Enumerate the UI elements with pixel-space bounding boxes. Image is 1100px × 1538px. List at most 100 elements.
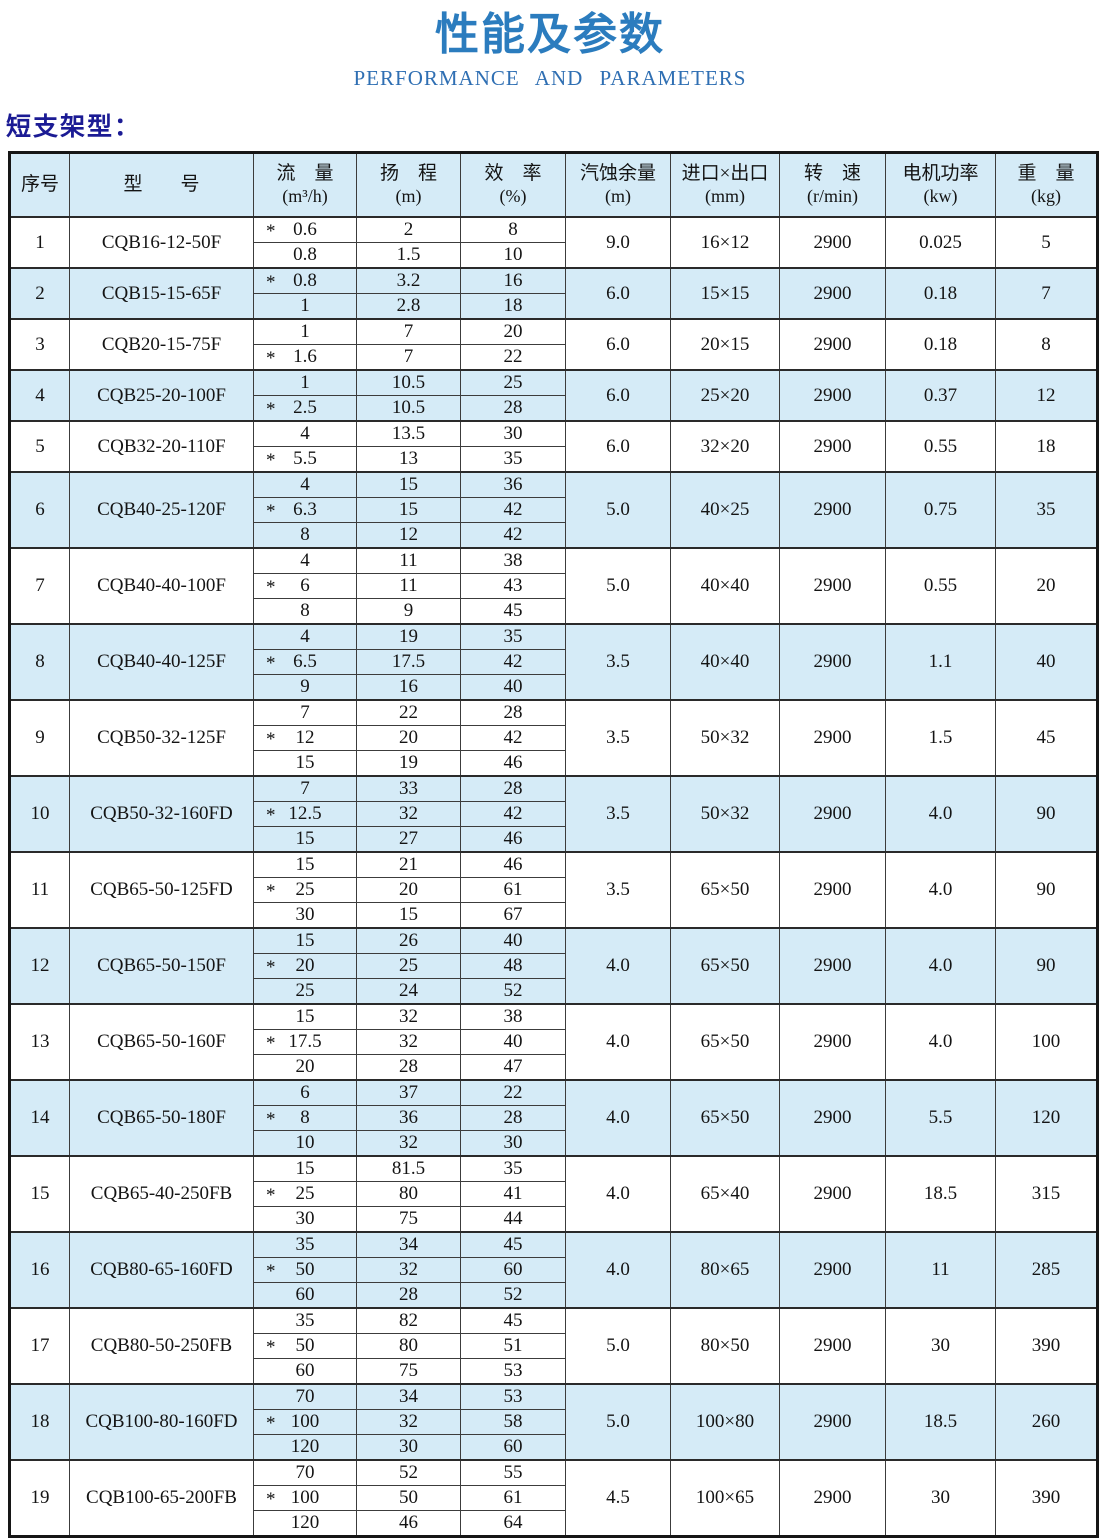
cell-head: 26 (356, 927, 461, 955)
cell-eff: 42 (460, 649, 566, 676)
flow-value: 8 (300, 524, 310, 546)
cell-eff: 10 (460, 242, 566, 269)
rated-point-star: * (266, 272, 276, 294)
cell-eff: 36 (460, 471, 566, 499)
table-row: * 50 32 60 (10, 1257, 1098, 1284)
cell-power: 11 (885, 1231, 996, 1309)
cell-flow: 4 (253, 471, 357, 499)
cell-power: 0.18 (885, 267, 996, 320)
cell-eff: 28 (460, 1105, 566, 1132)
table-row: * 17.5 32 40 (10, 1029, 1098, 1056)
rated-point-star: * (266, 1033, 276, 1055)
cell-flow: 60 (253, 1358, 357, 1385)
cell-model: CQB15-15-65F (69, 267, 254, 320)
cell-flow: 15 (253, 927, 357, 955)
cell-weight: 390 (995, 1459, 1098, 1538)
cell-head: 15 (356, 902, 461, 929)
cell-npsh: 3.5 (565, 699, 671, 777)
cell-speed: 2900 (779, 1231, 886, 1309)
flow-value: 6 (300, 575, 310, 597)
cell-eff: 42 (460, 801, 566, 828)
cell-model: CQB32-20-110F (69, 420, 254, 473)
flow-value: 12.5 (288, 803, 322, 825)
section-label: 短支架型： (6, 112, 142, 142)
cell-no: 3 (9, 318, 70, 371)
table-row: 6 CQB40-25-120F 4 15 36 5.0 40×25 2900 0.75 35 (9, 471, 1098, 549)
header-cell-6: 进口×出口 (mm) (670, 152, 780, 219)
table-row: 30 15 67 (10, 902, 1098, 929)
cell-flow: * 5.5 (253, 446, 357, 473)
table-row: 8 12 42 (10, 522, 1098, 549)
cell-head: 20 (356, 877, 461, 904)
cell-flow: 15 (253, 1155, 357, 1183)
cell-head: 21 (356, 851, 461, 879)
cell-ports: 40×25 (670, 471, 780, 549)
cell-head: 15 (356, 497, 461, 524)
cell-eff: 42 (460, 725, 566, 752)
cell-power: 18.5 (885, 1155, 996, 1233)
flow-value: 60 (295, 1284, 315, 1306)
cell-head: 32 (356, 1257, 461, 1284)
cell-eff: 44 (460, 1206, 566, 1233)
cell-npsh: 5.0 (565, 1383, 671, 1461)
rated-point-star: * (266, 1185, 276, 1207)
cell-eff: 53 (460, 1383, 566, 1411)
cell-eff: 35 (460, 446, 566, 473)
table-row: 9 16 40 (10, 674, 1098, 701)
cell-flow: 30 (253, 902, 357, 929)
cell-eff: 52 (460, 1282, 566, 1309)
cell-head: 37 (356, 1079, 461, 1107)
cell-no: 11 (9, 851, 70, 929)
flow-value: 50 (295, 1335, 315, 1357)
flow-value: 35 (295, 1234, 315, 1256)
cell-flow: 9 (253, 674, 357, 701)
table-row: * 5.5 13 35 (10, 446, 1098, 473)
cell-ports: 65×50 (670, 1079, 780, 1157)
flow-value: 70 (295, 1462, 315, 1484)
cell-ports: 25×20 (670, 369, 780, 422)
flow-value: 6.5 (293, 651, 317, 673)
table-row: * 6 11 43 (10, 573, 1098, 600)
cell-eff: 20 (460, 318, 566, 346)
flow-value: 30 (295, 1208, 315, 1230)
rated-point-star: * (266, 450, 276, 472)
cell-speed: 2900 (779, 1459, 886, 1538)
cell-head: 75 (356, 1358, 461, 1385)
cell-power: 30 (885, 1459, 996, 1538)
cell-eff: 43 (460, 573, 566, 600)
flow-value: 20 (295, 955, 315, 977)
cell-eff: 40 (460, 927, 566, 955)
cell-npsh: 6.0 (565, 369, 671, 422)
cell-speed: 2900 (779, 1079, 886, 1157)
cell-npsh: 3.5 (565, 851, 671, 929)
cell-eff: 53 (460, 1358, 566, 1385)
cell-weight: 120 (995, 1079, 1098, 1157)
cell-model: CQB50-32-160FD (69, 775, 254, 853)
cell-flow: 1 (253, 318, 357, 346)
cell-eff: 18 (460, 293, 566, 320)
cell-npsh: 4.0 (565, 1003, 671, 1081)
table-row: 10 CQB50-32-160FD 7 33 28 3.5 50×32 2900 4.0 90 (9, 775, 1098, 853)
cell-model: CQB65-50-150F (69, 927, 254, 1005)
rated-point-star: * (266, 1413, 276, 1435)
cell-head: 19 (356, 623, 461, 651)
table-row: 30 75 44 (10, 1206, 1098, 1233)
cell-flow: 0.8 (253, 242, 357, 269)
rated-point-star: * (266, 1261, 276, 1283)
cell-ports: 16×12 (670, 216, 780, 269)
cell-eff: 52 (460, 978, 566, 1005)
cell-model: CQB40-25-120F (69, 471, 254, 549)
flow-value: 17.5 (288, 1031, 322, 1053)
cell-flow: 1 (253, 293, 357, 320)
cell-head: 2 (356, 216, 461, 244)
cell-speed: 2900 (779, 927, 886, 1005)
cell-ports: 65×50 (670, 851, 780, 929)
cell-head: 16 (356, 674, 461, 701)
cell-model: CQB65-50-125FD (69, 851, 254, 929)
cell-eff: 61 (460, 1485, 566, 1512)
cell-speed: 2900 (779, 369, 886, 422)
cell-eff: 60 (460, 1257, 566, 1284)
cell-ports: 40×40 (670, 547, 780, 625)
cell-flow: * 6.3 (253, 497, 357, 524)
cell-eff: 40 (460, 674, 566, 701)
